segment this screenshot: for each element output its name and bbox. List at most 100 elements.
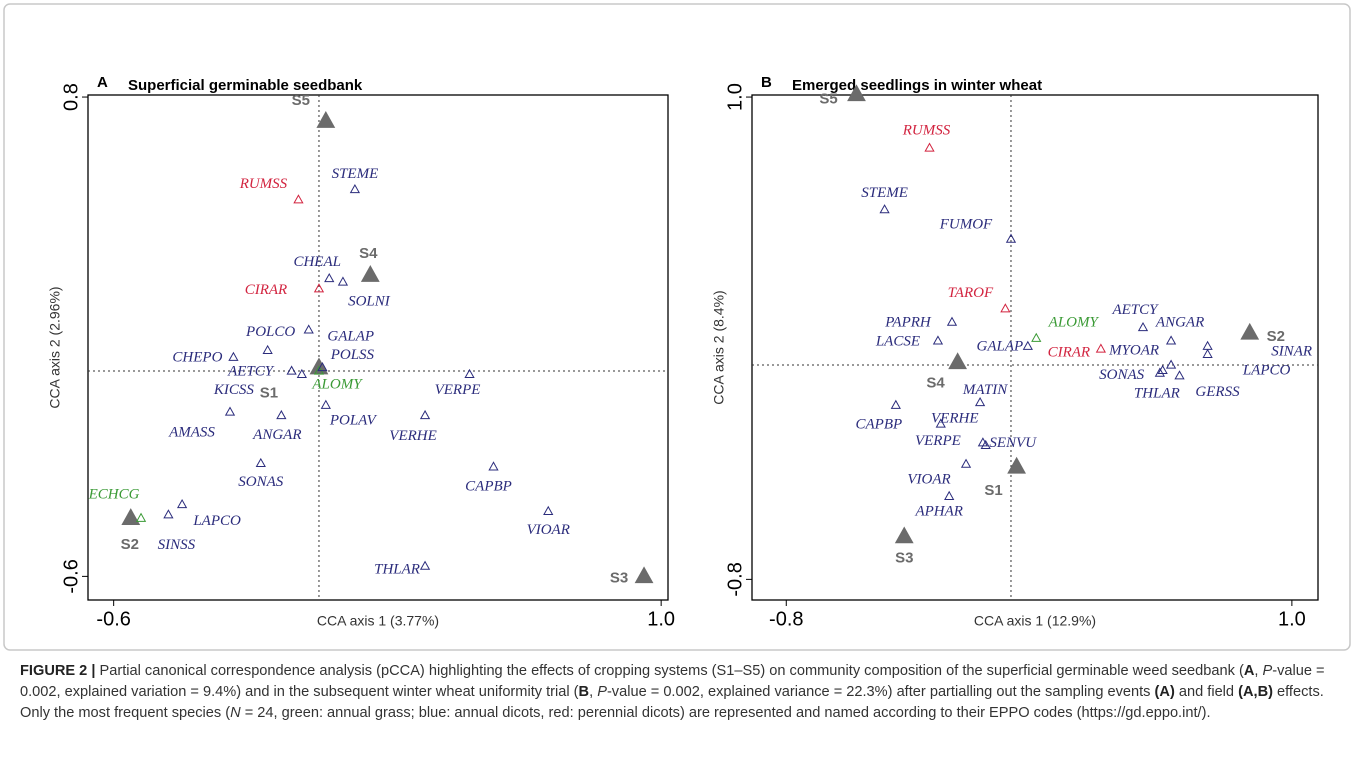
species-label: LAPCO xyxy=(1242,363,1291,379)
caption-text: Partial canonical correspondence analysi… xyxy=(95,663,1244,679)
species-marker xyxy=(1202,340,1213,350)
species-label: POLCO xyxy=(245,324,295,340)
species-label: VIOAR xyxy=(527,522,570,538)
species-marker xyxy=(176,498,188,509)
caption-text: effects. Only the most frequent species … xyxy=(20,684,1324,721)
species-marker xyxy=(1165,359,1177,369)
species-marker xyxy=(1202,348,1213,358)
site-marker xyxy=(847,84,866,102)
species-marker xyxy=(980,439,991,450)
x-tick-label: -0.6 xyxy=(96,608,130,630)
species-label: LACSE xyxy=(875,333,920,349)
species-marker xyxy=(1031,332,1042,342)
site-label: S1 xyxy=(984,482,1002,499)
species-marker xyxy=(286,365,297,375)
species-label: CIRAR xyxy=(1048,344,1091,360)
species-marker xyxy=(924,142,935,152)
species-label: AETCY xyxy=(1111,302,1159,318)
species-marker xyxy=(879,204,890,214)
species-marker xyxy=(1165,335,1177,345)
x-tick-label: -0.8 xyxy=(769,608,803,630)
species-marker xyxy=(337,276,349,286)
species-marker xyxy=(163,509,174,519)
site-label: S3 xyxy=(610,569,628,586)
species-label: SINAR xyxy=(1271,344,1312,360)
species-label: ALOMY xyxy=(1048,315,1100,331)
species-label: GALAP xyxy=(977,339,1024,355)
species-marker xyxy=(320,399,331,409)
species-label: SENVU xyxy=(989,435,1037,451)
y-axis-label: CCA axis 2 (8.4%) xyxy=(711,290,727,404)
species-label: CHEAL xyxy=(293,254,341,270)
species-label: SINSS xyxy=(158,537,196,553)
site-label: S2 xyxy=(1267,328,1285,345)
species-marker xyxy=(1154,367,1165,377)
species-label: PAPRH xyxy=(884,315,932,331)
species-marker xyxy=(255,457,266,468)
y-tick-label: -0.8 xyxy=(724,562,746,596)
species-marker xyxy=(464,368,475,379)
panel-label: A xyxy=(97,74,108,91)
species-label: CIRAR xyxy=(245,282,288,298)
species-label: VERPE xyxy=(435,382,481,398)
caption-text: P xyxy=(1262,663,1273,679)
x-axis-label: CCA axis 1 (12.9%) xyxy=(974,613,1096,629)
species-label: FUMOF xyxy=(939,217,993,233)
species-marker xyxy=(1095,343,1106,353)
species-marker xyxy=(324,272,335,283)
caption-text: = 24, green: annual grass; blue: annual … xyxy=(240,705,1211,721)
species-label: THLAR xyxy=(374,562,420,578)
species-label: VERHE xyxy=(931,410,978,426)
caption-text: , xyxy=(589,684,598,700)
caption-text: and field xyxy=(1174,684,1239,700)
species-label: VERPE xyxy=(915,433,961,449)
site-marker xyxy=(316,110,336,128)
y-axis-label: CCA axis 2 (2.96%) xyxy=(47,286,63,408)
species-label: TAROF xyxy=(948,285,994,301)
species-label: ALOMY xyxy=(311,376,363,392)
species-label: STEME xyxy=(332,166,379,182)
species-marker xyxy=(974,396,986,407)
species-marker xyxy=(419,409,431,420)
site-label: S4 xyxy=(926,374,945,391)
species-marker xyxy=(488,461,499,471)
figure-border xyxy=(3,3,1351,651)
species-marker xyxy=(293,194,304,204)
species-label: STEME xyxy=(861,185,908,201)
species-label: GERSS xyxy=(1195,384,1240,400)
species-marker xyxy=(946,316,958,326)
site-marker xyxy=(1007,456,1027,474)
species-label: CAPBP xyxy=(465,478,512,494)
species-label: ANGAR xyxy=(1155,314,1204,330)
species-label: SOLNI xyxy=(348,293,391,309)
x-axis-label: CCA axis 1 (3.77%) xyxy=(317,613,439,629)
site-label: S4 xyxy=(359,245,378,262)
plot-frame xyxy=(751,94,1319,601)
species-marker xyxy=(1174,370,1185,380)
species-marker xyxy=(944,490,955,500)
species-marker xyxy=(313,283,325,293)
species-marker xyxy=(419,560,431,570)
caption-text: -value = 0.002, explained variance = 22.… xyxy=(606,684,1155,700)
site-marker xyxy=(121,508,141,525)
y-tick-label: -0.6 xyxy=(60,559,82,593)
species-marker xyxy=(296,368,307,379)
species-label: THLAR xyxy=(1134,385,1180,401)
site-marker xyxy=(894,526,914,544)
site-label: S3 xyxy=(895,549,913,566)
species-marker xyxy=(1137,321,1149,332)
site-marker xyxy=(360,265,380,282)
species-label: AETCY xyxy=(227,363,275,379)
species-label: CAPBP xyxy=(855,417,902,433)
species-marker xyxy=(1022,340,1033,350)
species-marker xyxy=(960,458,972,468)
site-label: S1 xyxy=(260,384,278,401)
species-label: AMASS xyxy=(168,424,215,440)
panel-label: B xyxy=(761,74,772,91)
species-label: GALAP xyxy=(327,328,374,344)
species-marker xyxy=(932,335,944,345)
species-marker xyxy=(890,399,901,409)
y-tick-label: 0.8 xyxy=(60,83,82,111)
species-label: MATIN xyxy=(962,382,1008,398)
